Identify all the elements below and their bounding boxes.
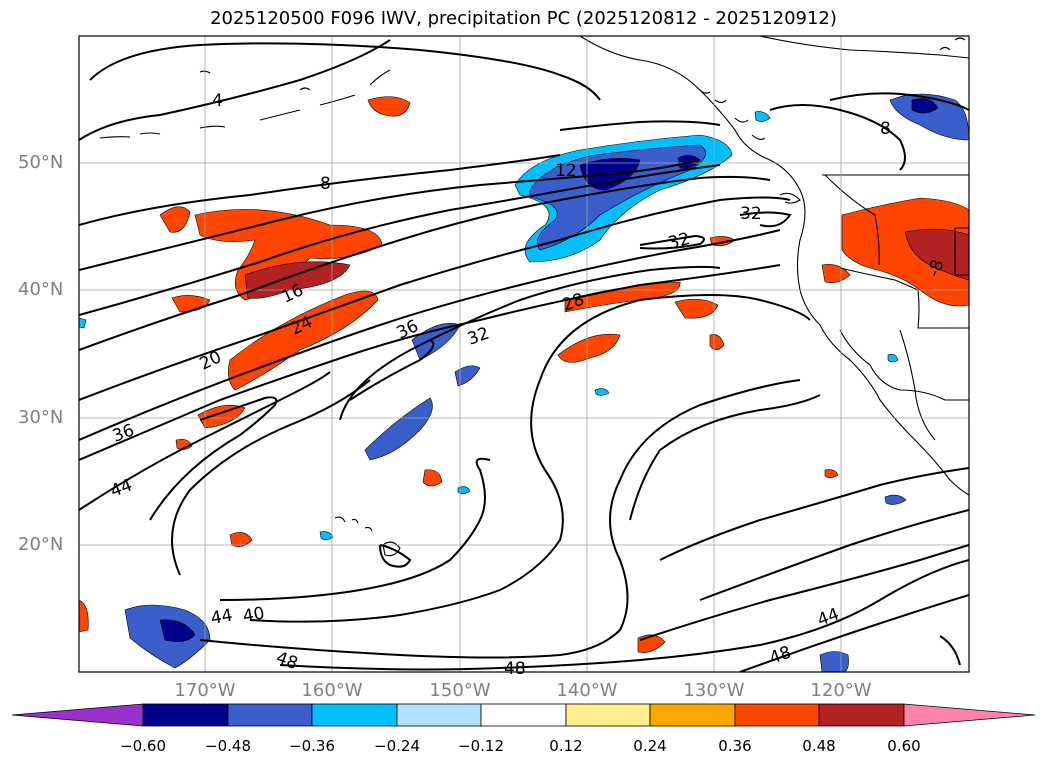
graticule [79, 36, 969, 672]
lat-label: 40°N [18, 279, 64, 300]
colorbar-tick-label: −0.12 [458, 737, 504, 755]
map-title: 2025120500 F096 IWV, precipitation PC (2… [210, 8, 837, 29]
colorbar-tick-label: 0.24 [633, 737, 667, 755]
colorbar-tick-label: −0.36 [289, 737, 335, 755]
lon-label: 140°W [556, 680, 618, 701]
colorbar-segment [142, 703, 229, 727]
lon-label: 150°W [429, 680, 491, 701]
colorbar-segment [565, 703, 651, 727]
colorbar [11, 703, 1036, 727]
contour-label: 48 [504, 659, 526, 679]
contour-label: -8 [924, 257, 949, 280]
lon-label: 160°W [301, 680, 363, 701]
contour-label: 32 [740, 204, 762, 224]
colorbar-segment [734, 703, 820, 727]
map-area [79, 36, 969, 672]
lon-label: 120°W [810, 680, 872, 701]
contour-label: 8 [320, 174, 331, 194]
lat-label: 50°N [18, 152, 64, 173]
colorbar-tick-label: −0.24 [374, 737, 420, 755]
colorbar-segment [480, 703, 567, 727]
colorbar-segment [903, 703, 1036, 727]
colorbar-tick-label: 0.48 [802, 737, 836, 755]
iwv-contours [79, 39, 969, 672]
colorbar-segment [227, 703, 313, 727]
lon-label: 170°W [174, 680, 236, 701]
colorbar-tick-label: −0.48 [205, 737, 251, 755]
colorbar-tick-label: 0.12 [549, 737, 583, 755]
contour-label: 40 [241, 603, 266, 626]
lat-label: 20°N [18, 534, 64, 555]
coastlines [99, 36, 969, 557]
lat-label: 30°N [18, 407, 64, 428]
colorbar-tick-label: 0.60 [887, 737, 921, 755]
contour-label: 12 [555, 161, 577, 181]
negative-anomaly-shading [79, 93, 969, 672]
colorbar-segment [396, 703, 482, 727]
contour-label: 8 [880, 119, 891, 139]
contour-label: 44 [209, 605, 234, 628]
colorbar-segment [818, 703, 905, 727]
colorbar-segment [649, 703, 736, 727]
colorbar-tick-label: 0.36 [718, 737, 752, 755]
colorbar-segment [311, 703, 398, 727]
contour-label: 4 [212, 91, 223, 111]
colorbar-tick-label: −0.60 [120, 737, 166, 755]
colorbar-segment [11, 703, 144, 727]
map-frame [78, 35, 970, 673]
lon-label: 130°W [683, 680, 745, 701]
